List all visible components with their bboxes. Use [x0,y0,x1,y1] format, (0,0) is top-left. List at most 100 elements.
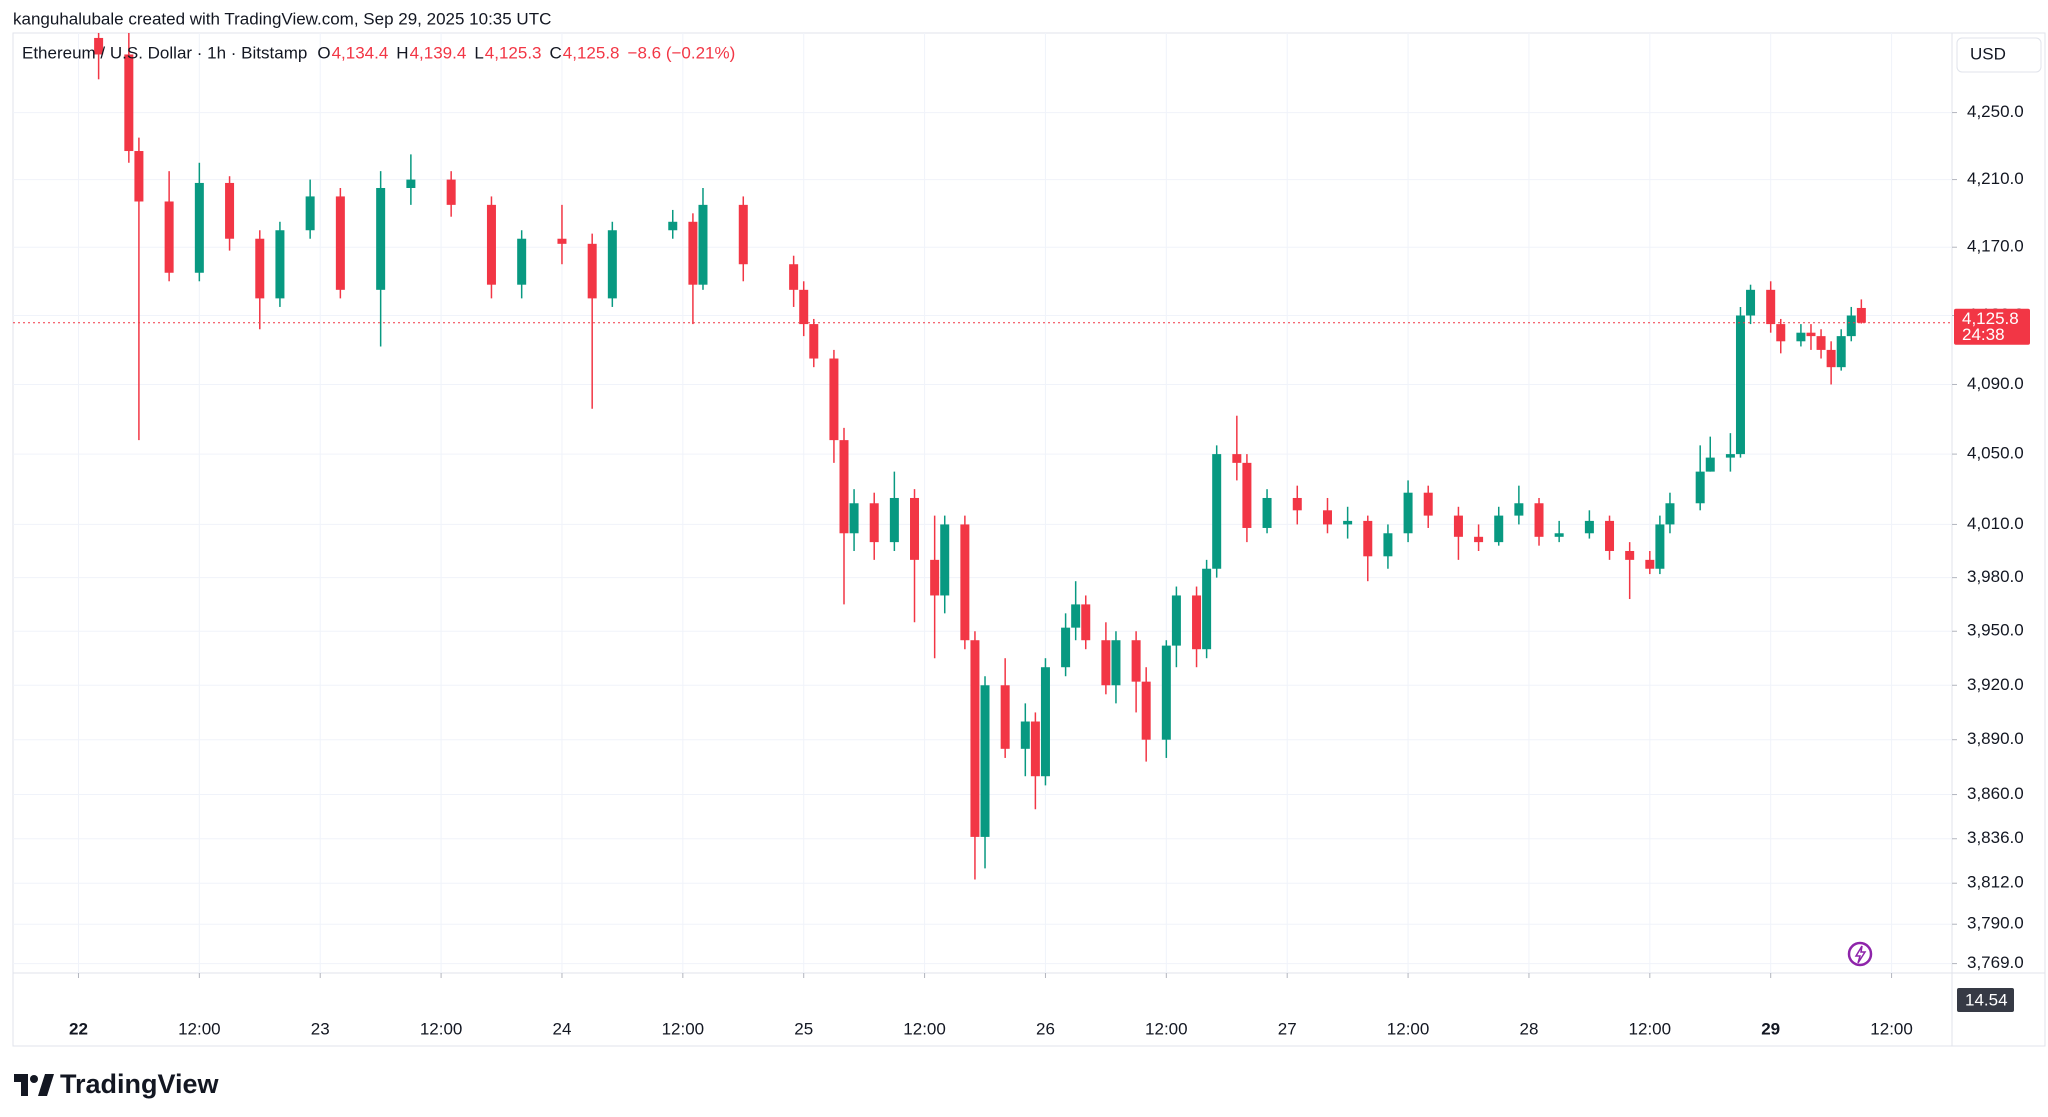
candle-body [335,196,345,290]
candle-body [1202,568,1212,650]
candle-body [164,201,174,273]
candle-body [1232,454,1242,463]
countdown: 24:38 [1962,325,2005,344]
x-tick-label: 22 [69,1019,88,1038]
candle-body [1081,604,1091,641]
candles [94,33,1866,880]
ohlc-value: 4,125.8 [563,43,620,62]
candle-body [1020,721,1030,749]
candle-body [1161,645,1171,740]
candle-body [1322,510,1332,525]
legend: Ethereum / U.S. Dollar · 1h · Bitstamp O… [22,43,735,62]
candle-body [255,238,265,299]
candle-body [799,289,809,325]
candle-body [688,221,698,285]
candle-body [930,559,940,596]
candle-body [1262,497,1272,528]
x-tick-label: 12:00 [1387,1019,1430,1038]
candle-body [587,243,597,299]
y-tick-label: 4,090.0 [1967,374,2024,393]
candle-body [869,503,879,543]
y-tick-label: 3,860.0 [1967,784,2024,803]
candle-body [1474,536,1484,543]
candle-body [1171,595,1181,646]
candle-body [376,187,386,290]
candle-body [1453,515,1463,537]
candle-body [1292,497,1302,511]
candle-body [1403,492,1413,534]
snapshot-icon [1847,941,1873,967]
candle-body [94,37,104,55]
candle-body [839,440,849,534]
candle-body [1665,503,1675,525]
candle-body [1131,640,1141,682]
candle-body [1071,604,1081,628]
candle-body [1101,640,1111,686]
candle-body [940,524,950,596]
y-tick-label: 3,769.0 [1967,953,2024,972]
y-tick-label: 3,950.0 [1967,621,2024,640]
candle-body [305,196,315,231]
candle-body [1554,533,1564,537]
candle-body [1061,627,1071,668]
candle-body [124,54,134,152]
candle-body [1766,289,1776,325]
candle-body [1030,721,1040,777]
x-tick-label: 28 [1519,1019,1538,1038]
candle-body [910,497,920,560]
x-tick-label: 25 [794,1019,813,1038]
candle-body [738,204,748,265]
candle-body [1816,336,1826,350]
candle-body [809,324,819,359]
candle-body [1212,454,1222,569]
y-tick-label: 4,010.0 [1967,514,2024,533]
candle-body [1000,685,1010,749]
candle-body [698,204,708,285]
candle-body [1735,315,1745,455]
currency[interactable]: USD [1970,44,2006,63]
candle-body [1363,520,1373,557]
currency-box[interactable] [1956,37,2042,73]
x-tick-label: 26 [1036,1019,1055,1038]
y-tick-label: 3,920.0 [1967,675,2024,694]
candle-body [1846,315,1856,337]
y-tick-label: 3,836.0 [1967,828,2024,847]
logo-icon [14,1074,54,1096]
candle-body [275,230,285,299]
x-tick-label: 23 [311,1019,330,1038]
y-tick-label: 4,250.0 [1967,102,2024,121]
ohlc-key: C [550,43,562,62]
x-tick-label: 24 [553,1019,572,1038]
candle-body [960,524,970,641]
last-price-label: 4,125.8 [1962,309,2019,328]
symbol: Ethereum / U.S. Dollar · 1h · Bitstamp [22,43,307,62]
candle-body [980,685,990,837]
x-tick-label: 12:00 [1629,1019,1672,1038]
candle-body [1836,336,1846,368]
x-tick-label: 12:00 [1145,1019,1188,1038]
candle-body [1192,595,1202,650]
candle-body [486,204,496,285]
x-tick-label: 12:00 [420,1019,463,1038]
candle-body [607,230,617,299]
y-tick-label: 3,790.0 [1967,914,2024,933]
candle-body [1725,454,1735,458]
last-price-box [1954,308,2030,345]
x-tick-label: 12:00 [178,1019,221,1038]
x-tick-label: 12:00 [662,1019,705,1038]
candle-body [406,179,416,188]
candle-body [517,238,527,285]
candle-body [1705,457,1715,472]
candle-body [225,182,235,239]
y-tick-label: 4,170.0 [1967,237,2024,256]
x-tick-label: 12:00 [1870,1019,1913,1038]
ohlc-key: L [474,43,483,62]
candle-body [557,238,567,244]
candle-body [1826,349,1836,368]
candle-body [446,179,456,205]
candle-body [1242,462,1252,528]
x-tick-label: 12:00 [903,1019,946,1038]
ohlc-key: H [396,43,408,62]
